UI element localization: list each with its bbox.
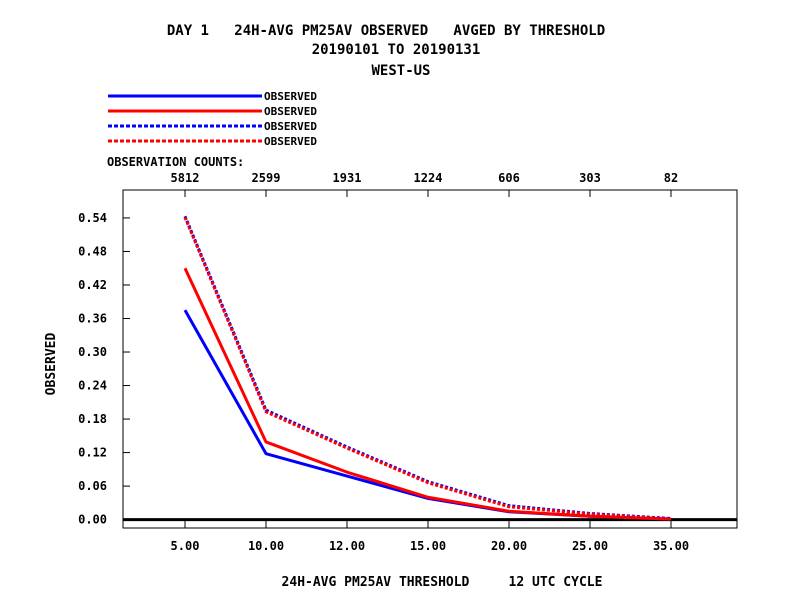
x-axis: 5.00 10.00 12.00 15.00 20.00 25.00 35.00 xyxy=(171,190,689,553)
observation-count: 1224 xyxy=(414,171,443,185)
legend-label-1: OBSERVED xyxy=(264,90,317,103)
x-tick-label: 35.00 xyxy=(653,539,689,553)
observation-count: 606 xyxy=(498,171,520,185)
legend-label-3: OBSERVED xyxy=(264,120,317,133)
plot-frame xyxy=(122,189,738,529)
y-tick-label: 0.42 xyxy=(78,278,107,292)
y-tick-label: 0.12 xyxy=(78,446,107,460)
observation-counts: 5812 2599 1931 1224 606 303 82 xyxy=(171,171,679,185)
series-line-4 xyxy=(183,216,672,521)
x-tick-label: 25.00 xyxy=(572,539,608,553)
y-tick-label: 0.06 xyxy=(78,479,107,493)
y-tick-label: 0.54 xyxy=(78,211,107,225)
observation-count: 5812 xyxy=(171,171,200,185)
y-tick-label: 0.24 xyxy=(78,379,107,393)
x-tick-label: 15.00 xyxy=(410,539,446,553)
series-line-2 xyxy=(183,267,672,521)
series-line-3 xyxy=(183,215,672,520)
observation-count: 303 xyxy=(579,171,601,185)
x-tick-label: 20.00 xyxy=(491,539,527,553)
chart-date-range: 20190101 TO 20190131 xyxy=(312,42,481,58)
chart-region: WEST-US xyxy=(371,63,430,79)
y-axis: 0.00 0.06 0.12 0.18 0.24 0.30 0.36 0.42 0.48 0.54 xyxy=(78,211,130,527)
x-axis-title: 24H-AVG PM25AV THRESHOLD 12 UTC CYCLE xyxy=(282,575,603,590)
y-tick-label: 0.48 xyxy=(78,244,107,258)
y-tick-label: 0.18 xyxy=(78,412,107,426)
x-tick-label: 5.00 xyxy=(171,539,200,553)
legend-label-4: OBSERVED xyxy=(264,135,317,148)
series-group xyxy=(183,215,672,521)
legend-label-2: OBSERVED xyxy=(264,105,317,118)
y-tick-label: 0.00 xyxy=(78,513,107,527)
x-tick-label: 12.00 xyxy=(329,539,365,553)
observation-counts-label: OBSERVATION COUNTS: xyxy=(107,155,244,169)
y-axis-title: OBSERVED xyxy=(44,333,59,396)
series-line-1 xyxy=(183,309,672,521)
y-tick-label: 0.36 xyxy=(78,311,107,325)
observation-count: 2599 xyxy=(252,171,281,185)
x-tick-label: 10.00 xyxy=(248,539,284,553)
observation-count: 82 xyxy=(664,171,678,185)
chart-title: DAY 1 24H-AVG PM25AV OBSERVED AVGED BY T… xyxy=(167,23,605,39)
legend: OBSERVED OBSERVED OBSERVED OBSERVED xyxy=(108,90,317,148)
observation-count: 1931 xyxy=(333,171,362,185)
y-tick-label: 0.30 xyxy=(78,345,107,359)
